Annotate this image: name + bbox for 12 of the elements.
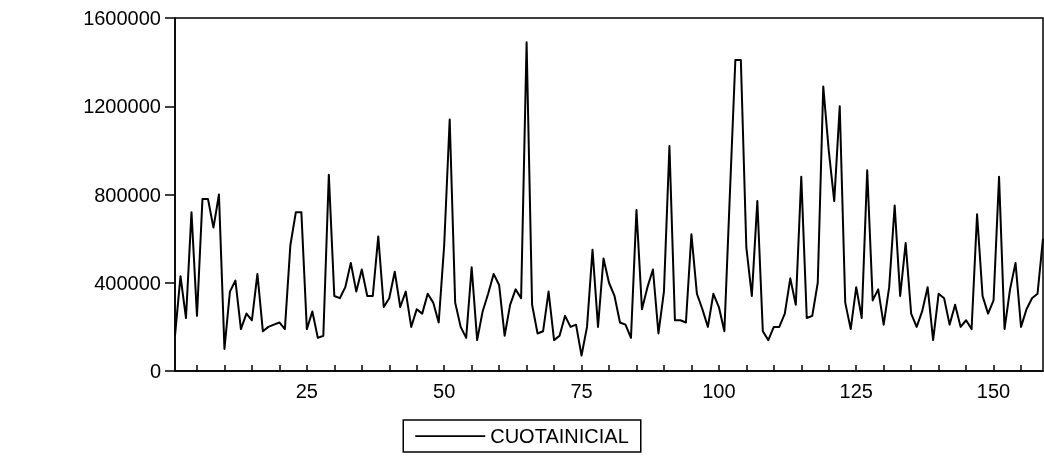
- x-tick-label: 75: [570, 380, 593, 402]
- y-tick-label: 1600000: [83, 7, 161, 29]
- y-tick-label: 800000: [94, 183, 161, 206]
- x-tick-label: 50: [433, 380, 456, 402]
- y-tick-label: 400000: [94, 271, 161, 294]
- y-tick-label: 0: [149, 360, 161, 382]
- x-tick-label: 125: [839, 380, 873, 402]
- x-tick-label: 25: [295, 380, 318, 402]
- x-tick-label: 100: [702, 380, 736, 402]
- legend-label: CUOTAINICIAL: [490, 425, 629, 447]
- y-tick-label: 1200000: [83, 95, 161, 118]
- x-tick-label: 150: [976, 380, 1011, 402]
